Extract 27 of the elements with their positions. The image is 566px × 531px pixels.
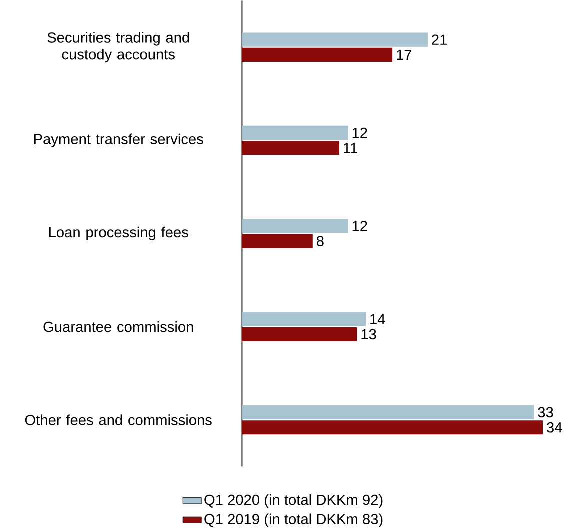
y-tick-label: Loan processing fees [50, 226, 188, 241]
bar [242, 48, 393, 62]
data-label: 8 [316, 236, 324, 247]
y-tick-label: Payment transfer services [34, 134, 204, 148]
bar [242, 234, 313, 248]
bar [242, 126, 348, 140]
bar [242, 312, 366, 326]
y-tick-label: Other fees and commissions [25, 414, 212, 426]
data-label: 21 [432, 34, 447, 45]
bar [242, 405, 534, 420]
y-tick-label: Guarantee commission [44, 322, 194, 332]
data-label: 12 [352, 128, 368, 138]
bar [242, 219, 348, 234]
bar [242, 420, 544, 435]
legend-label: Q1 2020 (in total DKKm 92) [204, 494, 383, 508]
y-tick-label: Securities trading and custody accounts [48, 32, 190, 63]
bar [242, 32, 428, 47]
bar [242, 141, 340, 156]
data-label: 34 [547, 422, 562, 433]
data-label: 17 [397, 50, 412, 60]
data-label: 14 [370, 314, 386, 324]
legend-label: Q1 2019 (in total DKKm 83) [204, 514, 383, 528]
data-label: 12 [352, 221, 368, 232]
data-label: 33 [538, 407, 554, 418]
data-label: 11 [344, 143, 358, 154]
data-label: 13 [362, 329, 376, 340]
bar [242, 327, 358, 342]
